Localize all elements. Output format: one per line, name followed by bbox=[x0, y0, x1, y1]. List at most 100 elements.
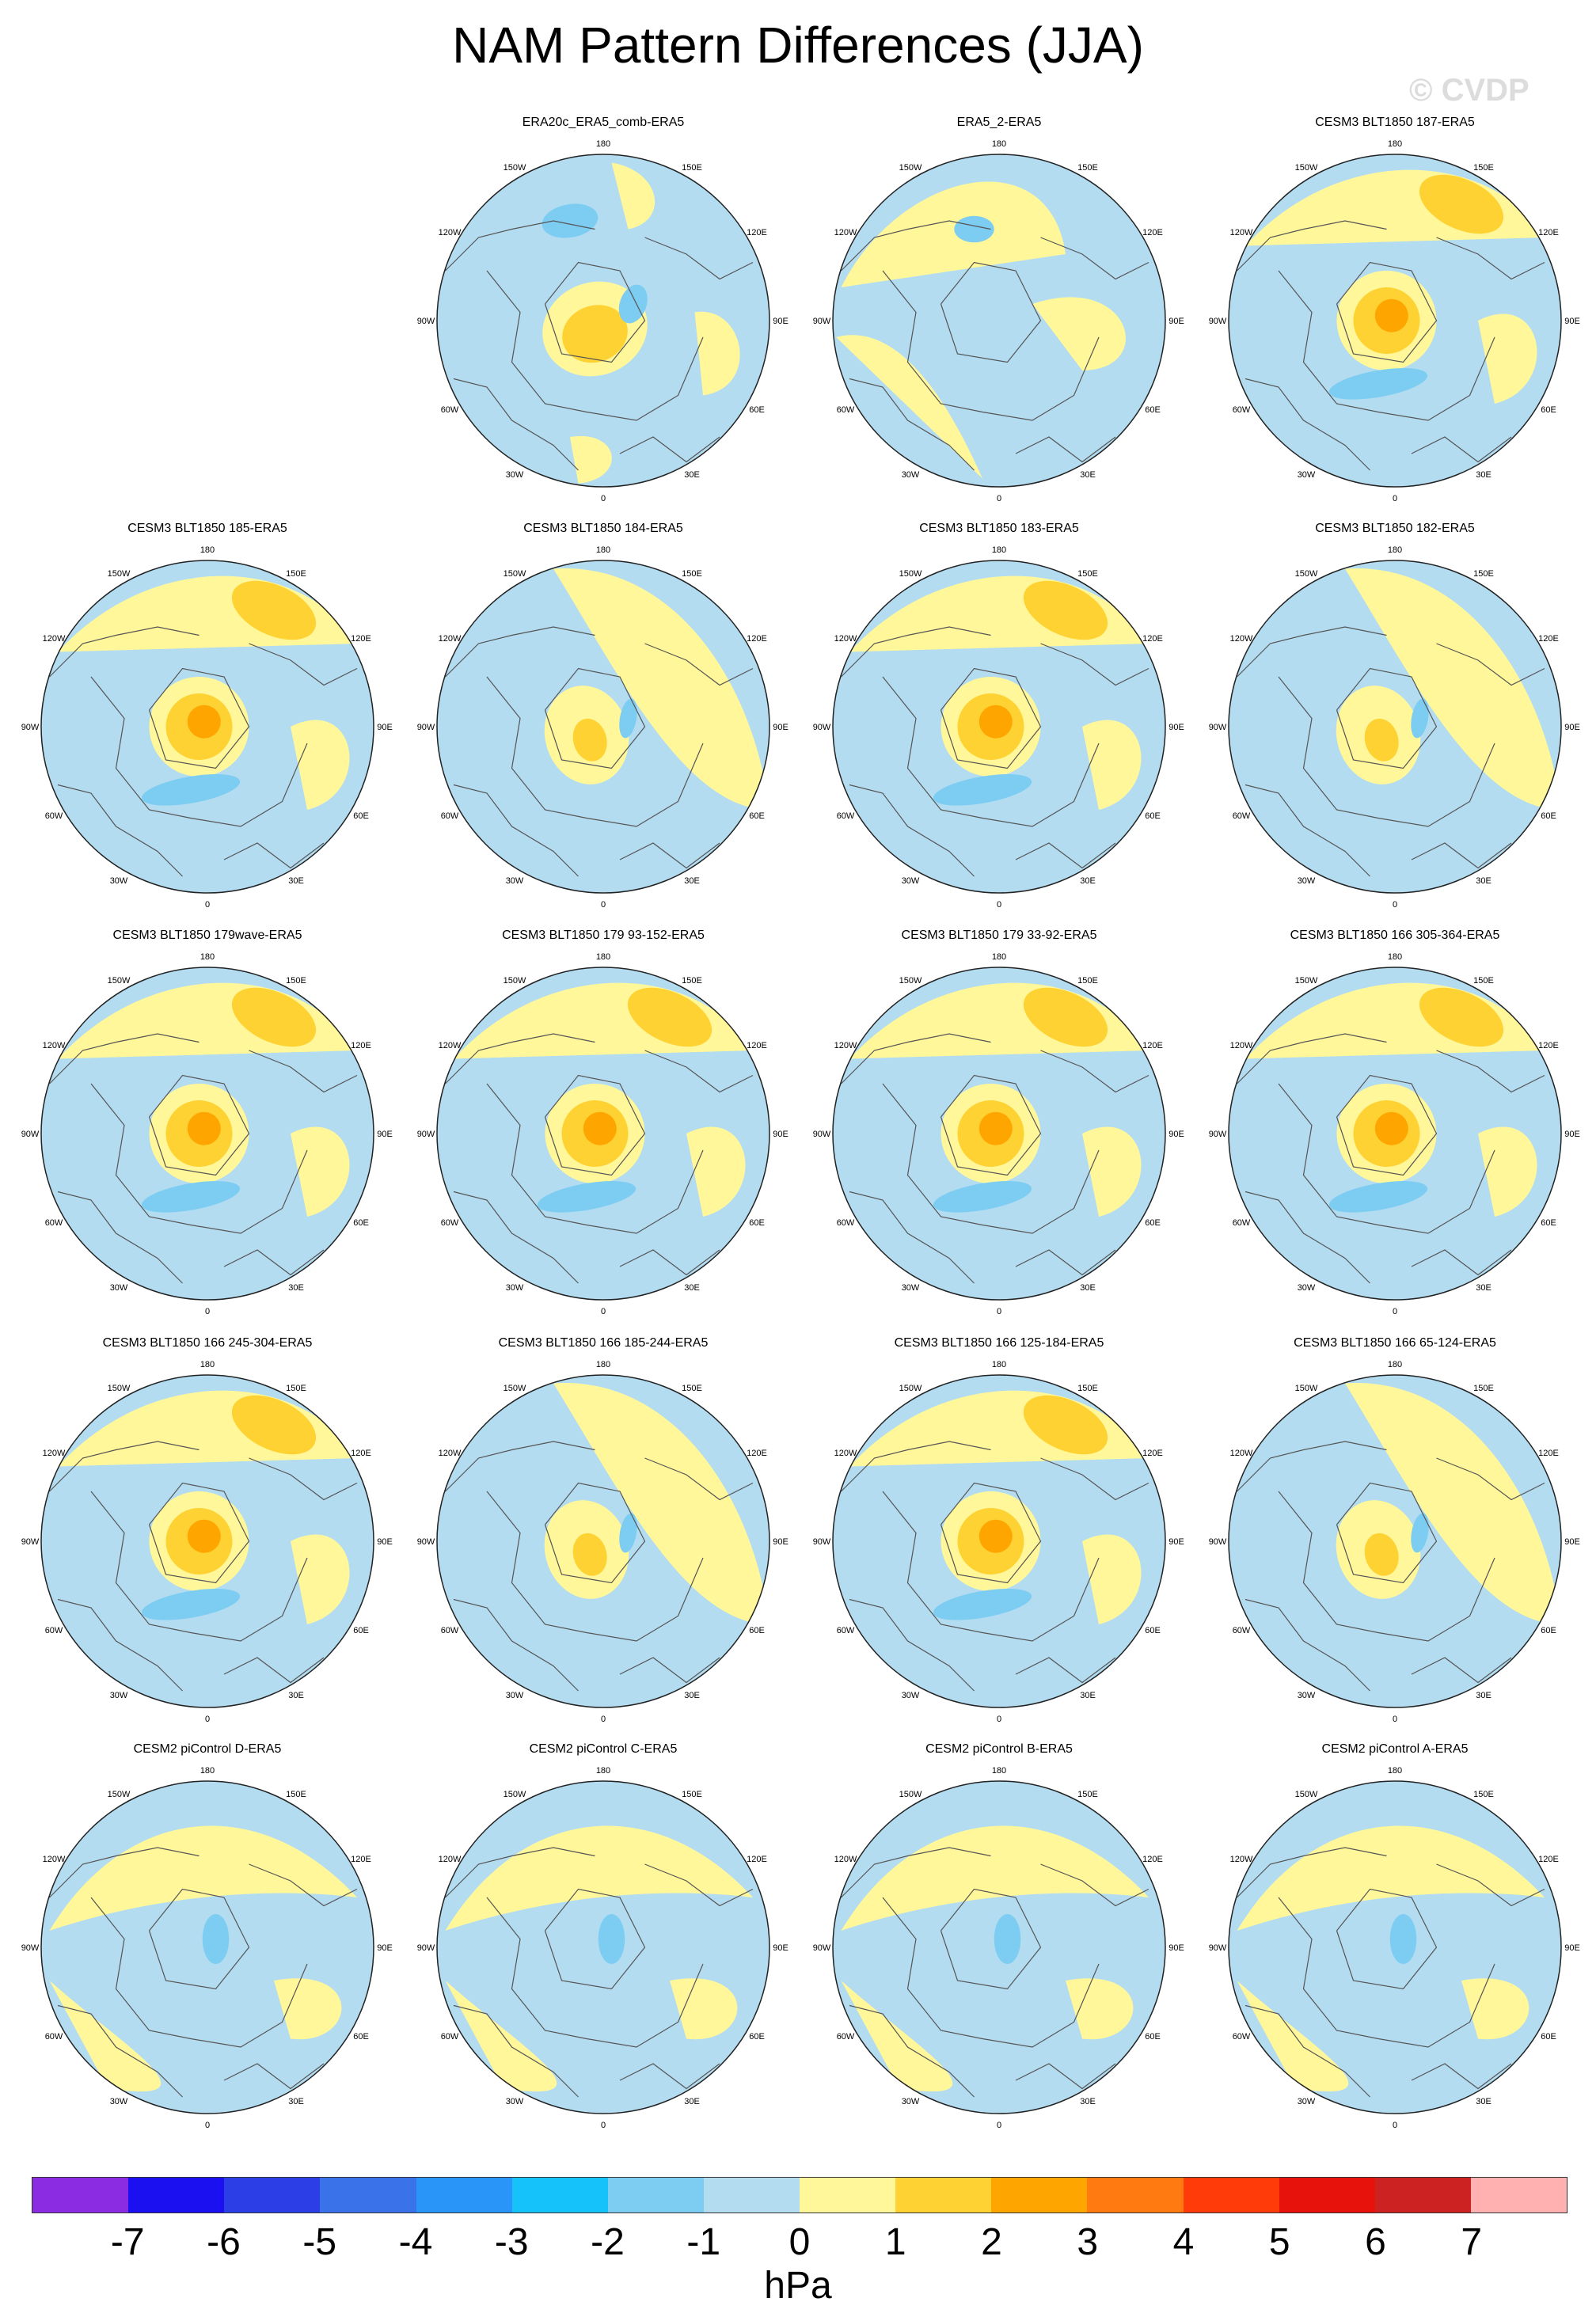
longitude-label: 30E bbox=[1476, 1283, 1492, 1293]
coastline bbox=[453, 784, 579, 877]
longitude-label: 0 bbox=[997, 2121, 1001, 2130]
longitude-label: 0 bbox=[997, 900, 1001, 910]
longitude-label: 90E bbox=[773, 317, 788, 326]
longitude-label: 90W bbox=[21, 723, 40, 732]
longitude-label: 0 bbox=[205, 2121, 210, 2130]
map-panel: CESM3 BLT1850 179 93-152-ERA5 180 150E 120E… bbox=[417, 929, 788, 1316]
longitude-label: 120W bbox=[43, 1449, 66, 1458]
longitude-label: 120W bbox=[834, 1855, 857, 1864]
coastline bbox=[849, 1598, 975, 1692]
longitude-label: 60E bbox=[1541, 405, 1556, 415]
longitude-label: 60W bbox=[45, 2032, 63, 2042]
negative-region bbox=[141, 1180, 241, 1213]
coastline bbox=[1436, 1457, 1545, 1501]
longitude-label: 0 bbox=[205, 1715, 210, 1724]
panel-title: CESM3 BLT1850 166 305-364-ERA5 bbox=[1290, 929, 1500, 942]
map-panel: CESM2 piControl B-ERA5 180 150E 120E 90E 60E 3… bbox=[813, 1742, 1184, 2130]
longitude-label: 120W bbox=[1230, 1449, 1253, 1458]
coastline bbox=[644, 1863, 754, 1907]
colorbar-swatch bbox=[1279, 2178, 1375, 2213]
coastline bbox=[249, 1863, 358, 1907]
map-field bbox=[437, 1375, 770, 1707]
longitude-label: 60W bbox=[441, 405, 459, 415]
positive-core bbox=[562, 305, 628, 363]
coastline bbox=[486, 270, 704, 421]
coastline bbox=[1336, 1074, 1438, 1176]
longitude-label: 120E bbox=[747, 1041, 767, 1050]
longitude-label: 150W bbox=[504, 163, 526, 173]
longitude-label: 60W bbox=[441, 2032, 459, 2042]
longitude-label: 120E bbox=[747, 228, 767, 237]
map-field bbox=[437, 1781, 770, 2114]
map-panel: CESM3 BLT1850 187-ERA5 180 150E 120E 90E 60E 3… bbox=[1209, 116, 1580, 503]
longitude-label: 120E bbox=[1538, 1855, 1559, 1864]
positive-core bbox=[231, 1395, 317, 1455]
negative-region bbox=[994, 1914, 1021, 1964]
colorbar-units: hPa bbox=[764, 2265, 832, 2307]
positive-region bbox=[841, 1981, 953, 2092]
map-border bbox=[436, 967, 770, 1301]
longitude-label: 30E bbox=[684, 2097, 700, 2106]
longitude-label: 0 bbox=[205, 900, 210, 910]
map-field bbox=[41, 1375, 374, 1707]
longitude-label: 150E bbox=[286, 569, 306, 579]
panel-title: CESM3 BLT1850 166 125-184-ERA5 bbox=[895, 1336, 1104, 1350]
coastline bbox=[849, 378, 975, 471]
colorbar-swatch bbox=[224, 2178, 321, 2213]
coastline bbox=[882, 1897, 1100, 2048]
longitude-label: 30W bbox=[1298, 876, 1316, 886]
longitude-label: 0 bbox=[997, 494, 1001, 503]
coastline bbox=[882, 1491, 1100, 1642]
longitude-label: 30E bbox=[1476, 1691, 1492, 1700]
map-panel: CESM3 BLT1850 166 185-244-ERA5 180 150E 120… bbox=[417, 1336, 788, 1724]
coastline bbox=[849, 784, 975, 877]
colorbar-swatch bbox=[1470, 2178, 1567, 2213]
longitude-label: 30E bbox=[288, 876, 304, 886]
longitude-label: 120W bbox=[834, 634, 857, 644]
longitude-label: 90E bbox=[1168, 1130, 1184, 1139]
colorbar-tick-label: 2 bbox=[981, 2221, 1002, 2263]
coastline bbox=[1278, 1083, 1495, 1234]
longitude-label: 60W bbox=[441, 1218, 459, 1228]
longitude-label: 120E bbox=[1538, 634, 1559, 644]
longitude-label: 150W bbox=[108, 1384, 131, 1393]
longitude-label: 30E bbox=[684, 1283, 700, 1293]
map-field bbox=[1229, 1375, 1561, 1707]
positive-region bbox=[1478, 1126, 1537, 1217]
coastline bbox=[453, 1191, 579, 1284]
longitude-label: 120W bbox=[43, 1855, 66, 1864]
negative-region bbox=[954, 215, 994, 243]
map-panel: CESM3 BLT1850 166 65-124-ERA5 180 150E 120E… bbox=[1209, 1336, 1580, 1724]
longitude-label: 60E bbox=[749, 1626, 765, 1635]
longitude-label: 180 bbox=[200, 1766, 215, 1776]
map-panel: CESM2 piControl C-ERA5 180 150E 120E 90E 60E 3… bbox=[417, 1742, 788, 2130]
longitude-label: 60E bbox=[353, 2032, 369, 2042]
positive-region bbox=[553, 1382, 770, 1624]
longitude-label: 0 bbox=[1393, 900, 1397, 910]
longitude-label: 90E bbox=[377, 1943, 393, 1953]
map-field bbox=[437, 967, 770, 1300]
coastline bbox=[1411, 436, 1512, 463]
negative-region bbox=[141, 1588, 241, 1620]
map-border bbox=[436, 1374, 770, 1708]
longitude-label: 120W bbox=[439, 1855, 462, 1864]
longitude-label: 90W bbox=[417, 723, 435, 732]
longitude-label: 120E bbox=[351, 1855, 371, 1864]
coastline bbox=[1040, 1863, 1150, 1907]
coastline bbox=[49, 1847, 200, 1898]
longitude-label: 120W bbox=[834, 1041, 857, 1050]
longitude-label: 120W bbox=[439, 634, 462, 644]
longitude-label: 30W bbox=[1298, 1691, 1316, 1700]
positive-core bbox=[1374, 298, 1408, 332]
map-border bbox=[40, 967, 374, 1301]
map-field bbox=[437, 560, 770, 893]
longitude-label: 30W bbox=[506, 1691, 524, 1700]
positive-region bbox=[841, 181, 1066, 287]
colorbar-swatch bbox=[128, 2178, 225, 2213]
longitude-label: 30W bbox=[1298, 2097, 1316, 2106]
coastline bbox=[90, 676, 308, 827]
longitude-label: 90W bbox=[1209, 723, 1227, 732]
coastline bbox=[1411, 1249, 1512, 1276]
coastline bbox=[49, 626, 200, 678]
longitude-label: 180 bbox=[596, 952, 610, 962]
